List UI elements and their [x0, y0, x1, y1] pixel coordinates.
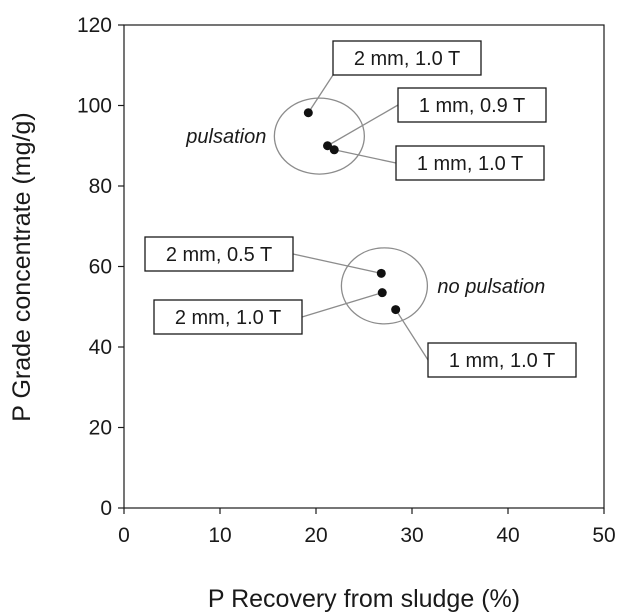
callout-leader [327, 104, 399, 147]
callout-label: 1 mm, 0.9 T [419, 95, 525, 117]
callout-box [395, 145, 545, 181]
y-tick-label: 40 [89, 336, 112, 359]
x-tick-label: 40 [496, 524, 519, 547]
y-tick-label: 60 [89, 256, 112, 279]
callout-box [332, 40, 482, 76]
group-ellipse [340, 247, 429, 325]
callout-label: 2 mm, 1.0 T [354, 48, 460, 70]
plot-axes: 0 10 20 30 40 50 0 20 40 60 80 100 120 [77, 14, 616, 547]
callout-label: 1 mm, 1.0 T [417, 153, 523, 175]
y-tick-label: 0 [100, 497, 112, 520]
x-tick-label: 30 [400, 524, 423, 547]
y-axis-title: P Grade concentrate (mg/g) [8, 112, 36, 421]
group-ellipse [273, 97, 366, 175]
group-label: pulsation [185, 126, 266, 148]
group-label: no pulsation [437, 276, 545, 298]
callout-box [153, 299, 303, 335]
group-ellipses: pulsation no pulsation [185, 97, 545, 325]
y-tick-label: 80 [89, 175, 112, 198]
y-tick-label: 100 [77, 95, 112, 118]
point-callouts: 2 mm, 1.0 T 1 mm, 0.9 T 1 mm, 1.0 T 2 mm, 0… [144, 40, 577, 378]
callout-box [144, 236, 294, 272]
x-tick-label: 20 [304, 524, 327, 547]
x-tick-label: 10 [208, 524, 231, 547]
callout-leader [307, 74, 334, 114]
callout-label: 2 mm, 1.0 T [175, 307, 281, 329]
callout-leader [301, 292, 383, 318]
callout-box [427, 342, 577, 378]
callout-leader [292, 253, 382, 274]
data-points [303, 108, 401, 315]
x-tick-label: 0 [118, 524, 130, 547]
x-tick-label: 50 [592, 524, 615, 547]
callout-label: 1 mm, 1.0 T [449, 350, 555, 372]
y-tick-label: 20 [89, 417, 112, 440]
data-point [323, 141, 333, 151]
callout-leader [334, 149, 397, 164]
data-point [329, 145, 339, 155]
y-tick-label: 120 [77, 14, 112, 37]
callout-box [397, 87, 547, 123]
callout-label: 2 mm, 0.5 T [166, 244, 272, 266]
callout-leader [395, 309, 429, 361]
data-point [377, 288, 387, 298]
data-point [376, 268, 386, 278]
data-point [303, 108, 313, 118]
x-axis-title: P Recovery from sludge (%) [208, 585, 520, 613]
data-point [391, 305, 401, 315]
